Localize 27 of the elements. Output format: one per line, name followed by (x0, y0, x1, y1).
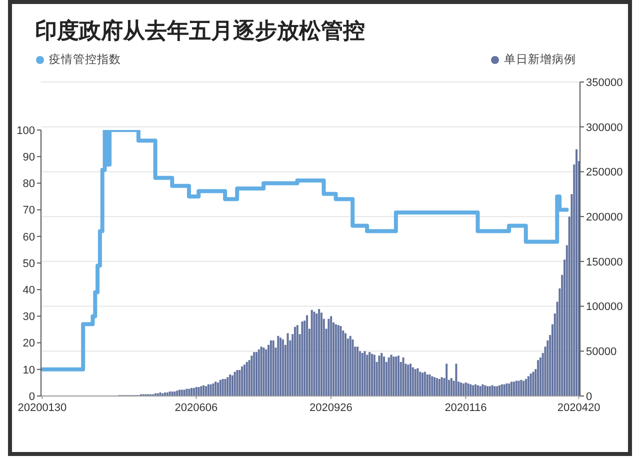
chart-title: 印度政府从去年五月逐步放松管控 (35, 17, 365, 45)
y2-tick-label: 50000 (586, 346, 617, 358)
y-tick-label: 80 (22, 178, 35, 190)
y2-tick-label: 100000 (586, 301, 623, 314)
y-tick-label: 0 (28, 390, 35, 403)
x-tick-label: 2020606 (174, 402, 218, 414)
y-tick-label: 10 (22, 364, 35, 376)
x-tick-label: 20200130 (18, 402, 67, 414)
y2-tick-label: 0 (586, 390, 592, 403)
y2-tick-label: 350000 (586, 76, 623, 89)
y-tick-label: 60 (22, 231, 35, 244)
y2-tick-label: 200000 (586, 211, 623, 224)
y-tick-label: 90 (22, 152, 35, 164)
y-tick-label: 70 (22, 204, 35, 217)
x-tick-label: 2020116 (444, 402, 487, 414)
x-tick-label: 2020926 (310, 402, 352, 414)
y2-tick-label: 300000 (586, 122, 623, 134)
y-tick-label: 40 (22, 284, 35, 297)
y-tick-label: 50 (22, 258, 35, 270)
y-tick-label: 100 (16, 124, 35, 137)
y2-tick-label: 250000 (586, 166, 623, 179)
legend-label: 单日新增病例 (504, 52, 576, 67)
x-tick-label: 2020420 (557, 402, 600, 414)
legend-label: 疫情管控指数 (49, 52, 121, 67)
y-tick-label: 20 (22, 338, 35, 350)
y-tick-label: 30 (22, 311, 35, 324)
y2-tick-label: 150000 (586, 256, 623, 268)
